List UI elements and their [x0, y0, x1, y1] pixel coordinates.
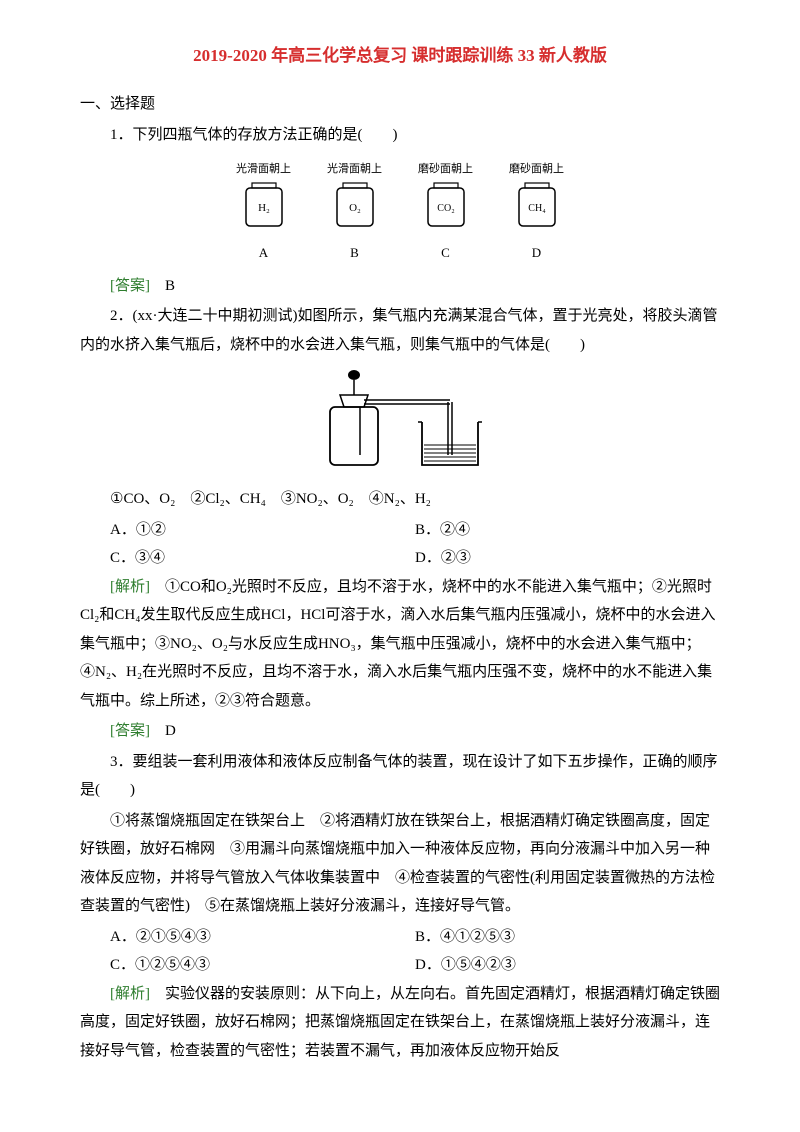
bottle-icon: O₂ [333, 181, 377, 231]
q2-stem: 2．(xx·大连二十中期初测试)如图所示，集气瓶内充满某混合气体，置于光亮处，将… [80, 302, 720, 359]
bottle-letter: B [327, 241, 382, 266]
bottle-a: 光滑面朝上 H₂ A [236, 159, 291, 265]
q2-opt-b: B．②④ [415, 516, 720, 545]
q2-opt-a: A．①② [110, 516, 415, 545]
cap-label: 光滑面朝上 [327, 159, 382, 180]
bottle-letter: D [509, 241, 564, 266]
q3-opt-d: D．①⑤④②③ [415, 951, 720, 980]
q3-opt-c: C．①②⑤④③ [110, 951, 415, 980]
cap-label: 磨砂面朝上 [509, 159, 564, 180]
q3-stem: 3．要组装一套利用液体和液体反应制备气体的装置，现在设计了如下五步操作，正确的顺… [80, 748, 720, 805]
title-text: 2019-2020 年高三化学总复习 课时跟踪训练 33 新人教版 [193, 46, 607, 65]
q3-analysis: [解析] 实验仪器的安装原则：从下向上，从左向右。首先固定酒精灯，根据酒精灯确定… [80, 980, 720, 1066]
gas-label: CH₄ [528, 203, 546, 214]
analysis-text: ①CO和O₂光照时不反应，且均不溶于水，烧杯中的水不能进入集气瓶中；②光照时Cl… [80, 579, 715, 709]
cap-label: 光滑面朝上 [236, 159, 291, 180]
q2-opt-c: C．③④ [110, 544, 415, 573]
analysis-label: [解析] [110, 579, 150, 595]
bottle-c: 磨砂面朝上 CO₂ C [418, 159, 473, 265]
gas-label: CO₂ [437, 203, 454, 214]
bottle-b: 光滑面朝上 O₂ B [327, 159, 382, 265]
analysis-label: [解析] [110, 986, 150, 1002]
section-heading: 一、选择题 [80, 90, 720, 119]
q2-answer: [答案] D [80, 717, 720, 746]
q2-options-row1: A．①② B．②④ [110, 516, 720, 545]
q1-stem: 1．下列四瓶气体的存放方法正确的是( ) [80, 121, 720, 150]
q2-analysis: [解析] ①CO和O₂光照时不反应，且均不溶于水，烧杯中的水不能进入集气瓶中；②… [80, 573, 720, 716]
apparatus-icon [310, 367, 490, 477]
bottle-icon: H₂ [242, 181, 286, 231]
page-title: 2019-2020 年高三化学总复习 课时跟踪训练 33 新人教版 [80, 40, 720, 72]
bottle-icon: CO₂ [424, 181, 468, 231]
q3-opt-a: A．②①⑤④③ [110, 923, 415, 952]
q3-opt-b: B．④①②⑤③ [415, 923, 720, 952]
answer-label: [答案] [110, 723, 150, 739]
q3-options-row1: A．②①⑤④③ B．④①②⑤③ [110, 923, 720, 952]
bottle-letter: C [418, 241, 473, 266]
q3-options-row2: C．①②⑤④③ D．①⑤④②③ [110, 951, 720, 980]
bottle-d: 磨砂面朝上 CH₄ D [509, 159, 564, 265]
bottle-letter: A [236, 241, 291, 266]
answer-value: D [150, 723, 176, 739]
q1-answer: [答案] B [80, 272, 720, 301]
analysis-text: 实验仪器的安装原则：从下向上，从左向右。首先固定酒精灯，根据酒精灯确定铁圈高度，… [80, 986, 720, 1059]
gas-label: O₂ [349, 202, 361, 214]
q2-choices-line: ①CO、O₂ ②Cl₂、CH₄ ③NO₂、O₂ ④N₂、H₂ [80, 485, 720, 514]
q2-figure [80, 367, 720, 477]
cap-label: 磨砂面朝上 [418, 159, 473, 180]
q1-figure: 光滑面朝上 H₂ A 光滑面朝上 O₂ B 磨砂面朝上 CO₂ C 磨砂面朝上 … [80, 159, 720, 265]
gas-label: H₂ [258, 202, 270, 214]
answer-value: B [150, 278, 175, 294]
q2-opt-d: D．②③ [415, 544, 720, 573]
q3-desc: ①将蒸馏烧瓶固定在铁架台上 ②将酒精灯放在铁架台上，根据酒精灯确定铁圈高度，固定… [80, 807, 720, 921]
q2-options-row2: C．③④ D．②③ [110, 544, 720, 573]
answer-label: [答案] [110, 278, 150, 294]
bottle-icon: CH₄ [515, 181, 559, 231]
